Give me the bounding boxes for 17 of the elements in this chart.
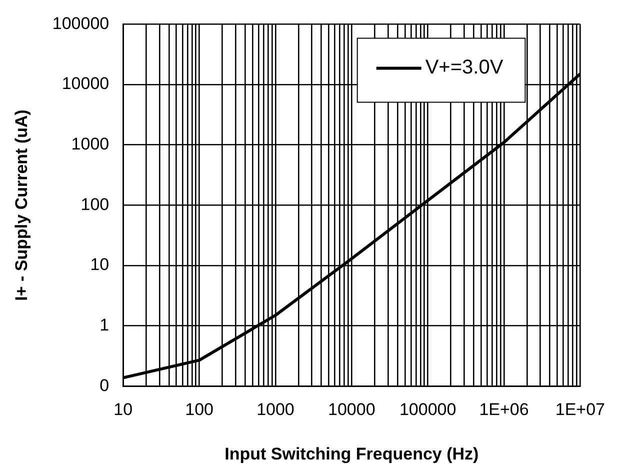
legend-label: V+=3.0V: [425, 56, 504, 79]
y-tick-label: 0: [100, 376, 110, 395]
x-tick-label: 1E+06: [479, 400, 529, 420]
x-tick-label: 10: [114, 400, 133, 420]
y-tick-label: 10: [90, 255, 110, 274]
x-tick-label: 100: [185, 400, 214, 420]
x-tick-label: 1000: [256, 400, 294, 420]
x-tick-label: 100000: [399, 400, 456, 420]
y-axis-title: I+ - Supply Current (uA): [12, 110, 31, 301]
y-tick-label: 1000: [71, 134, 110, 154]
x-axis-title: Input Switching Frequency (Hz): [224, 444, 479, 464]
y-tick-label: 1: [100, 316, 110, 335]
x-tick-label: 1E+07: [555, 400, 606, 420]
x-tick-label: 10000: [328, 400, 376, 420]
y-tick-label: 100: [80, 194, 110, 214]
y-tick-label: 100000: [52, 14, 110, 33]
y-tick-label: 10000: [62, 74, 110, 94]
